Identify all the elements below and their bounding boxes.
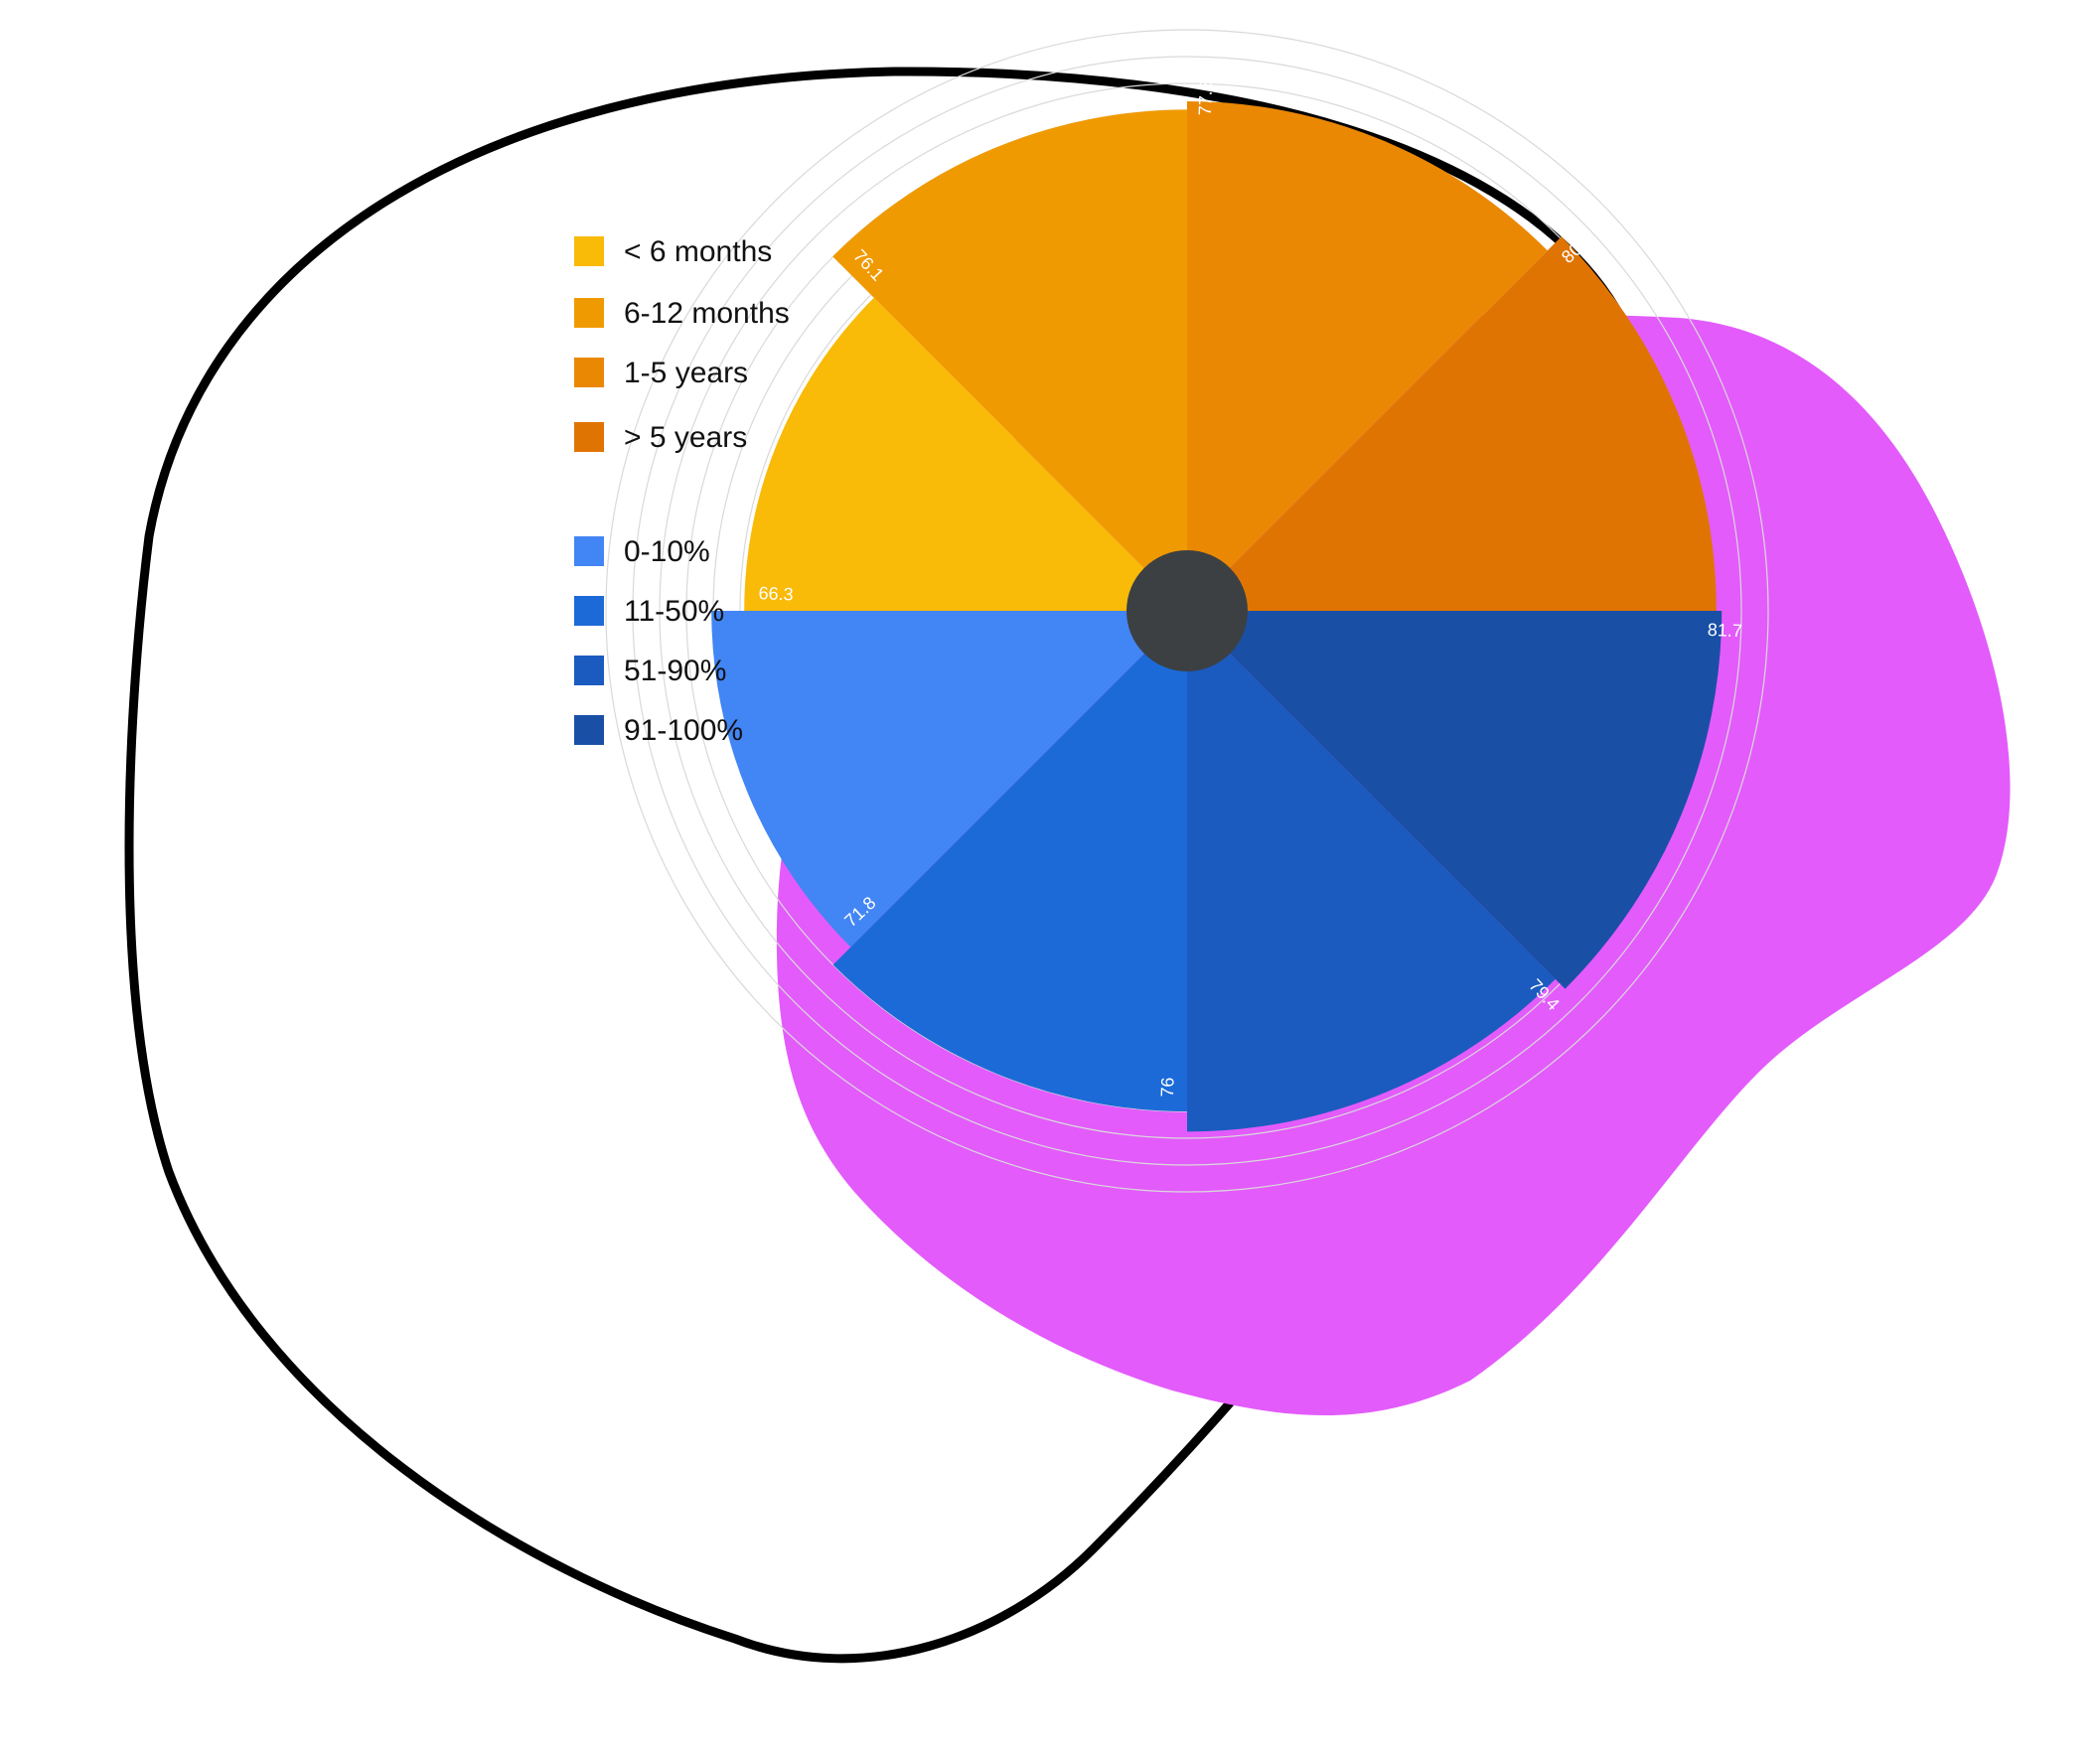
legend-label: 51-90% <box>624 655 726 687</box>
legend-swatch <box>574 298 604 328</box>
legend-label: 11-50% <box>624 595 724 628</box>
legend-swatch <box>574 715 604 745</box>
legend-swatch <box>574 422 604 452</box>
legend-label: 1-5 years <box>624 357 748 389</box>
legend-label: > 5 years <box>624 421 747 454</box>
legend: < 6 months 6-12 months 1-5 years > 5 years 0… <box>574 235 790 747</box>
polar-segment <box>1187 611 1723 989</box>
segment-value-label: 66.3 <box>758 583 794 604</box>
center-hub <box>1126 550 1248 671</box>
polar-segment <box>711 611 1187 948</box>
polar-segment <box>1187 101 1548 611</box>
legend-label: 6-12 months <box>624 297 790 330</box>
polar-segment <box>744 297 1187 611</box>
segment-value-label: 76 <box>1157 1077 1178 1098</box>
legend-swatch <box>574 358 604 387</box>
polar-segment <box>1187 236 1717 611</box>
polar-segment <box>1187 611 1556 1132</box>
segments <box>711 101 1723 1132</box>
grid-ring <box>632 56 1742 1166</box>
polar-segment <box>832 109 1187 612</box>
polar-segment <box>832 611 1187 1111</box>
legend-swatch <box>574 656 604 685</box>
grid-ring <box>605 29 1769 1193</box>
legend-swatch <box>574 596 604 626</box>
legend-label: 91-100% <box>624 714 743 747</box>
legend-label: 0-10% <box>624 535 710 568</box>
segment-value-label: 81.7 <box>1707 620 1742 641</box>
legend-label: < 6 months <box>624 235 772 268</box>
legend-swatch <box>574 536 604 566</box>
legend-swatch <box>574 236 604 266</box>
segment-value-label: 77.5 <box>1195 80 1216 116</box>
